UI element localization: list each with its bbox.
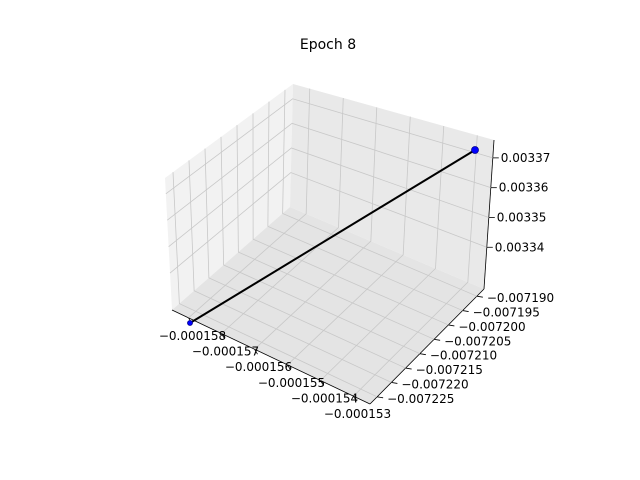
y-tick-mark (462, 310, 469, 312)
x-axis-line (171, 309, 371, 405)
data-point (187, 320, 193, 326)
x-tick-label: −0.000157 (192, 345, 259, 359)
x-grid-line (287, 116, 411, 366)
y-tick-mark (419, 353, 426, 356)
x-grid-line (320, 125, 445, 381)
data-series (187, 146, 479, 326)
x-grid-line (353, 135, 478, 397)
y-grid-line (188, 160, 392, 383)
y-tick-label: −0.007220 (401, 377, 468, 391)
x-tick-mark (353, 395, 357, 402)
z-axis-line (483, 139, 495, 290)
series-line (189, 149, 476, 324)
y-grid-line (172, 172, 378, 398)
y-tick-mark (391, 382, 398, 384)
left-pane (165, 84, 293, 310)
x-grid-line (188, 88, 311, 319)
y-grid-line (236, 125, 435, 340)
x-tick-label: −0.000158 (159, 329, 226, 343)
x-tick-mark (287, 364, 291, 371)
y-tick-label: −0.007205 (444, 334, 511, 348)
y-tick-mark (448, 324, 455, 327)
x-tick-label: −0.000153 (324, 407, 391, 421)
x-tick-mark (320, 380, 324, 386)
y-tick-mark (405, 367, 412, 370)
z-tick-label: 0.00337 (501, 151, 551, 165)
ticks: −0.000158 −0.000157−0.000156 −0.000155 −0.0… (159, 151, 554, 421)
x-tick-mark (221, 333, 225, 339)
z-tick-label: 0.00335 (497, 210, 547, 224)
y-tick-mark (377, 396, 384, 399)
z-grid-line (165, 98, 493, 195)
z-tick-label: 0.00334 (495, 240, 545, 254)
x-grid-line (221, 97, 344, 334)
y-tick-mark (434, 338, 441, 341)
x-tick-label: −0.000155 (258, 376, 325, 390)
chart-title: Epoch 8 (300, 37, 356, 53)
y-grid-line (252, 113, 449, 326)
y-tick-label: −0.007195 (473, 306, 540, 320)
z-grid-line (168, 147, 489, 247)
y-tick-mark (476, 295, 483, 298)
grid (165, 88, 493, 398)
z-tick-label: 0.00336 (499, 181, 549, 195)
x-grid-line (254, 107, 378, 350)
y-grid-line (220, 136, 421, 355)
x-tick-mark (254, 348, 258, 355)
y-grid-line (204, 148, 406, 369)
x-tick-label: −0.000154 (291, 392, 358, 406)
y-tick-label: −0.007225 (387, 392, 454, 406)
y-tick-label: −0.007215 (416, 363, 483, 377)
y-tick-label: −0.007200 (458, 320, 525, 334)
y-grid-line (267, 101, 463, 311)
y-tick-label: −0.007210 (430, 349, 497, 363)
x-tick-label: −0.000156 (225, 360, 292, 374)
y-axis-line (369, 288, 485, 405)
z-grid-line (166, 122, 491, 221)
data-point (471, 146, 479, 154)
z-grid-line (169, 172, 487, 274)
y-grid-line (282, 89, 478, 297)
floor-pane (172, 207, 484, 404)
y-tick-label: −0.007190 (487, 291, 554, 305)
